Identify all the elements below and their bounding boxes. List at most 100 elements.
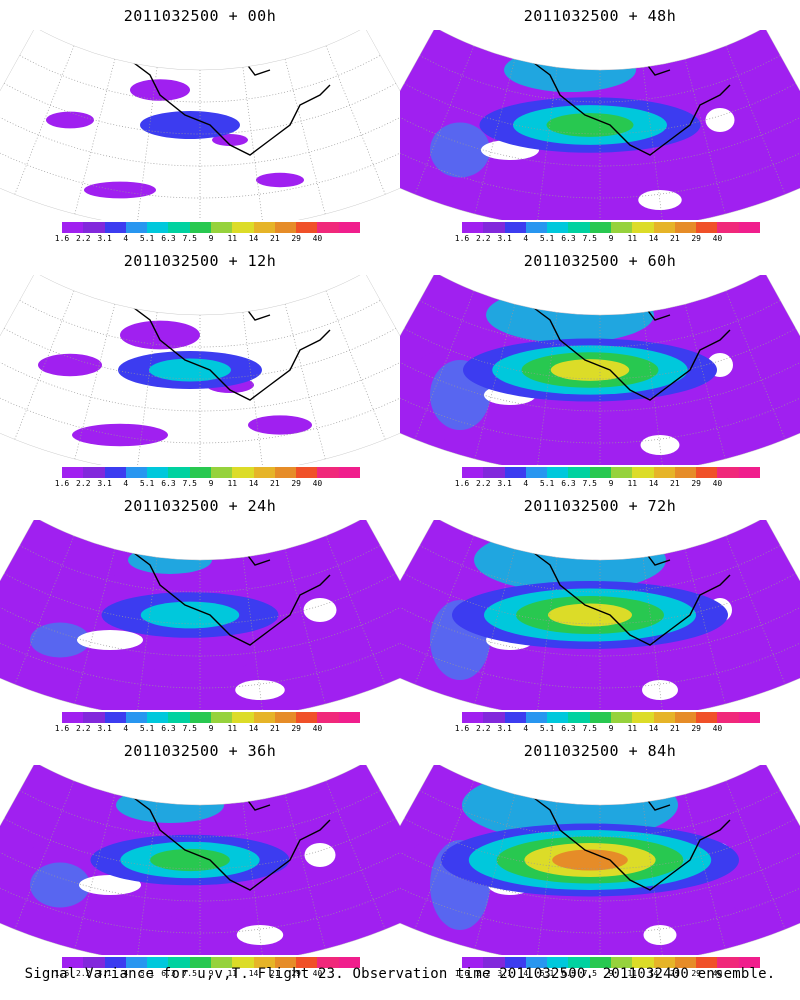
colorbar-swatch: [610, 957, 633, 968]
field-gap: [640, 435, 680, 455]
colorbar-swatch: [274, 467, 297, 478]
latitude-line: [419, 55, 781, 103]
colorbar-tick-label: 11: [227, 234, 238, 243]
colorbar-swatch: [568, 957, 590, 968]
colorbar-tick-label: 9: [608, 724, 614, 733]
colorbar-tick-label: 7.5: [182, 969, 197, 978]
panel-title: 2011032500 + 00h: [123, 7, 277, 25]
variance-map: [0, 30, 400, 220]
colorbar-swatch: [62, 712, 84, 723]
map-outline: [400, 520, 800, 710]
colorbar-swatch: [674, 712, 697, 723]
colorbar-labels: 1.6 2.2 3.1 4 5.1 6.3 7.5 9 11 14 21 29 40: [455, 969, 760, 979]
variance-map: [0, 520, 400, 710]
colorbar-swatch: [568, 467, 590, 478]
colorbar-swatch: [674, 957, 697, 968]
latitude-line: [419, 545, 781, 593]
colorbar-tick-label: 14: [648, 969, 659, 978]
colorbar-swatch: [274, 957, 297, 968]
field-blob: [442, 416, 598, 454]
colorbar-tick-label: 1.6: [54, 479, 70, 488]
colorbar-tick-label: 11: [227, 969, 238, 978]
colorbar-labels: 1.6 2.2 3.1 4 5.1 6.3 7.5 9 11 14 21 29 40: [455, 234, 760, 244]
colorbar: [62, 957, 360, 968]
field-blob: [238, 902, 322, 928]
colorbar-swatch: [83, 712, 105, 723]
colorbar-swatch: [83, 467, 105, 478]
colorbar-tick-label: 21: [670, 724, 680, 733]
colorbar-swatch: [653, 957, 675, 968]
colorbar-tick-label: 29: [691, 479, 701, 488]
colorbar-tick-label: 14: [648, 724, 659, 733]
colorbar-tick-label: 40: [712, 969, 723, 978]
colorbar-tick-label: 6.3: [561, 724, 576, 733]
field-blob: [256, 172, 304, 188]
colorbar-tick-label: 7.5: [182, 479, 197, 488]
colorbar-swatch: [168, 957, 190, 968]
colorbar-tick-label: 29: [291, 969, 301, 978]
colorbar-swatch: [338, 712, 360, 723]
latitude-line: [419, 790, 781, 838]
field-blob: [430, 122, 490, 178]
colorbar-tick-label: 29: [691, 969, 701, 978]
colorbar-swatch: [62, 957, 84, 968]
colorbar-tick-label: 11: [627, 479, 638, 488]
colorbar-swatch: [547, 712, 569, 723]
colorbar-tick-label: 9: [608, 234, 614, 243]
field-gap: [236, 925, 284, 945]
colorbar-swatch: [317, 957, 339, 968]
colorbar-swatch: [189, 712, 211, 723]
latitude-line: [19, 55, 381, 103]
colorbar-swatch: [696, 957, 718, 968]
colorbar-swatch: [589, 957, 611, 968]
colorbar-swatch: [483, 467, 505, 478]
colorbar-swatch: [338, 467, 360, 478]
colorbar-swatch: [210, 222, 233, 233]
colorbar-swatch: [232, 222, 254, 233]
field-blob: [30, 862, 90, 908]
colorbar-swatch: [104, 957, 126, 968]
colorbar-tick-label: 11: [227, 724, 238, 733]
colorbar-tick-label: 2.2: [476, 724, 491, 733]
colorbar-swatch: [483, 957, 505, 968]
latitude-line: [19, 790, 381, 838]
colorbar-swatch: [483, 222, 505, 233]
colorbar-swatch: [525, 222, 548, 233]
variance-map: [400, 765, 800, 955]
panel-title: 2011032500 + 48h: [523, 7, 677, 25]
panel-title: 2011032500 + 24h: [123, 497, 277, 515]
latitude-line: [19, 545, 381, 593]
panel-title: 2011032500 + 12h: [123, 252, 277, 270]
map-panel: 2011032500 + 12h 1.6 2.2 3.1 4 5.1 6.3 7.5 9 11 14…: [0, 245, 400, 490]
colorbar-swatch: [274, 712, 297, 723]
field-blob: [46, 111, 94, 129]
colorbar-tick-label: 5.1: [139, 724, 155, 733]
colorbar-tick-label: 6.3: [161, 969, 176, 978]
colorbar-swatch: [547, 957, 569, 968]
colorbar-tick-label: 5.1: [539, 479, 555, 488]
colorbar-swatch: [610, 712, 633, 723]
colorbar-tick-label: 3.1: [97, 234, 112, 243]
colorbar-swatch: [547, 222, 569, 233]
colorbar-tick-label: 1.6: [454, 724, 470, 733]
colorbar-swatch: [568, 222, 590, 233]
field-gap: [302, 353, 338, 377]
field-blob: [30, 622, 90, 658]
colorbar-swatch: [696, 467, 718, 478]
colorbar-tick-label: 4: [123, 724, 129, 733]
colorbar-tick-label: 7.5: [182, 724, 197, 733]
colorbar-tick-label: 9: [608, 479, 614, 488]
colorbar-tick-label: 2.2: [76, 479, 91, 488]
field-blob: [628, 409, 732, 441]
colorbar-labels: 1.6 2.2 3.1 4 5.1 6.3 7.5 9 11 14 21 29 40: [55, 234, 360, 244]
colorbar-tick-label: 3.1: [497, 724, 512, 733]
colorbar-swatch: [317, 712, 339, 723]
map-panel: 2011032500 + 48h 1.6 2.2 3.1 4 5.1 6.3 7.5 9 11 14…: [400, 0, 800, 245]
latitude-line: [419, 300, 781, 348]
field-blob: [451, 173, 589, 207]
variance-map: [400, 30, 800, 220]
map-panel: 2011032500 + 72h 1.6 2.2 3.1 4 5.1 6.3 7.5 9 11 14…: [400, 490, 800, 735]
colorbar-tick-label: 2.2: [476, 234, 491, 243]
colorbar-tick-label: 9: [608, 969, 614, 978]
